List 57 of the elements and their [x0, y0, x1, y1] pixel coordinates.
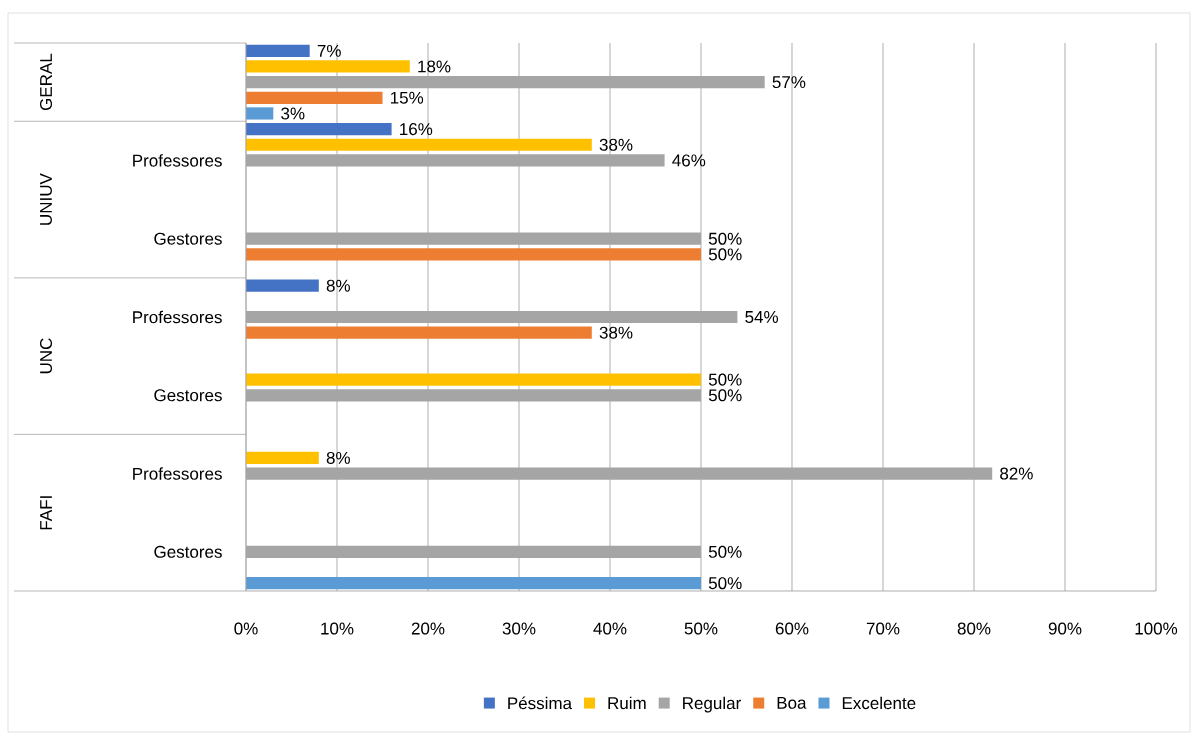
bar: [246, 373, 701, 386]
x-tick-label: 0%: [234, 622, 258, 635]
x-tick-label: 10%: [321, 622, 354, 635]
x-tick-label: 30%: [502, 622, 536, 635]
bar: [246, 451, 319, 465]
data-label: 50%: [708, 232, 742, 245]
data-label: 54%: [745, 311, 779, 323]
data-label: 38%: [599, 138, 633, 151]
data-label: 50%: [708, 545, 742, 558]
bar: [246, 44, 310, 57]
text: UNIUV: [40, 173, 52, 225]
y-tick-label: Gestores: [154, 545, 222, 558]
data-label: 18%: [418, 60, 451, 73]
x-tick-label: 40%: [593, 622, 627, 635]
data-label: 50%: [708, 577, 742, 590]
text: UNC: [39, 338, 53, 374]
x-tick-label: 90%: [1048, 622, 1082, 635]
y-tick-label: Gestores: [154, 389, 222, 402]
bar: [246, 107, 274, 120]
bar: [246, 91, 383, 104]
legend-label: Péssima: [508, 696, 573, 710]
y-tick-label: Professores: [133, 310, 222, 324]
data-label: 8%: [326, 451, 350, 464]
legend-label: Boa: [777, 696, 807, 709]
data-label: 50%: [708, 248, 742, 261]
data-label: 50%: [708, 389, 742, 402]
x-tick-label: 60%: [775, 622, 809, 635]
bar: [246, 138, 592, 151]
data-label: 16%: [400, 123, 433, 136]
y-tick-label: Professores: [133, 467, 222, 480]
bar: [246, 279, 319, 292]
text: FAFI: [40, 496, 52, 530]
y-tick-label: Professores: [133, 154, 222, 167]
data-label: 38%: [599, 326, 633, 339]
data-label: 57%: [772, 76, 806, 89]
bar: [246, 577, 701, 590]
x-tick-label: 100%: [1135, 622, 1178, 635]
x-tick-label: 80%: [957, 622, 991, 635]
data-label: 50%: [708, 373, 742, 386]
legend-label: Regular: [683, 696, 741, 713]
data-label: 82%: [1000, 467, 1033, 480]
bar: [246, 60, 410, 73]
x-tick-label: 50%: [684, 622, 718, 635]
x-tick-label: 70%: [866, 622, 900, 635]
legend-label: Ruim: [608, 696, 646, 710]
legend-label: Excelente: [842, 696, 916, 710]
bar: [246, 123, 392, 136]
data-label: 3%: [281, 107, 305, 120]
bar: [246, 248, 701, 261]
text: GERAL: [39, 53, 53, 111]
data-label: 15%: [391, 91, 424, 104]
data-label: 8%: [326, 279, 350, 292]
bar: [246, 326, 592, 339]
data-label: 7%: [317, 44, 341, 57]
x-tick-label: 20%: [411, 622, 445, 635]
y-tick-label: Gestores: [154, 232, 222, 245]
data-label: 46%: [672, 154, 706, 167]
